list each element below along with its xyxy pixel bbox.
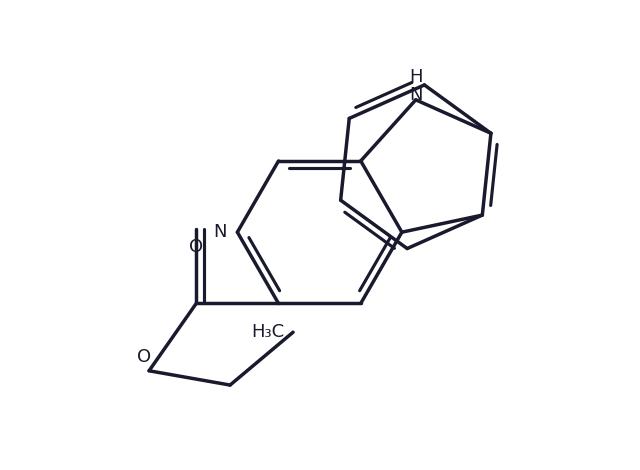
Text: O: O <box>137 347 151 366</box>
Text: H: H <box>409 68 422 86</box>
Text: O: O <box>189 238 204 256</box>
Text: H₃C: H₃C <box>252 323 285 341</box>
Text: N: N <box>213 223 227 241</box>
Text: N: N <box>409 86 422 104</box>
